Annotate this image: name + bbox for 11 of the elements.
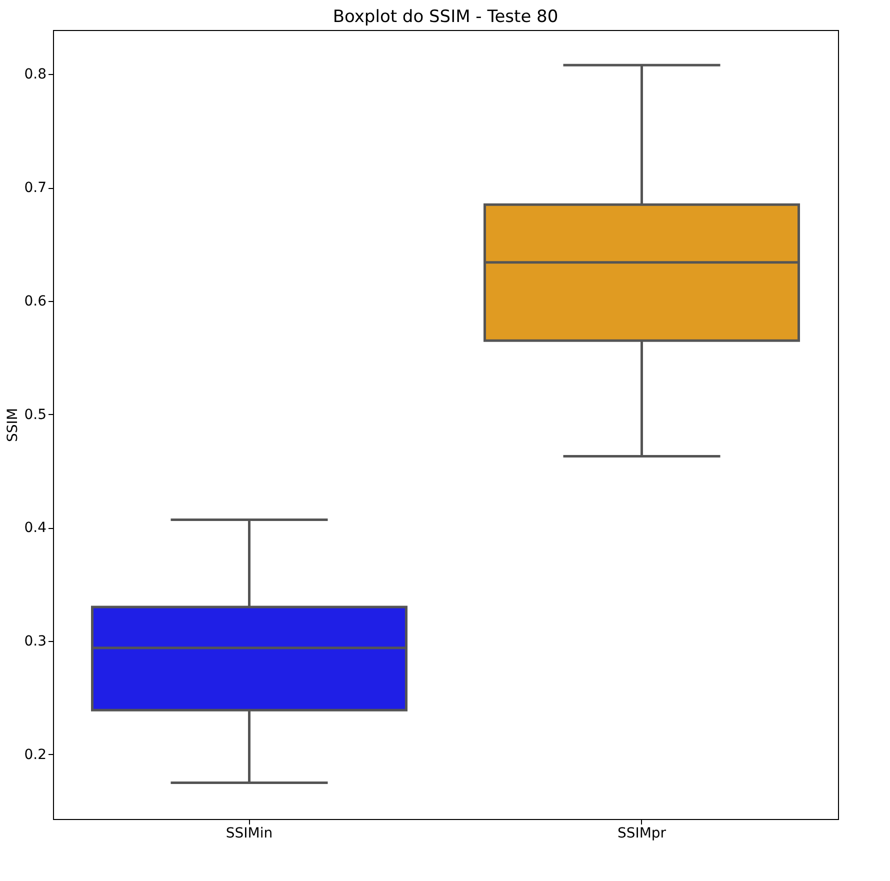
y-tick-label: 0.5 bbox=[24, 406, 46, 423]
y-axis-title: SSIM bbox=[5, 408, 22, 442]
y-tick-label: 0.6 bbox=[24, 293, 47, 310]
y-tick-label: 0.2 bbox=[24, 746, 46, 763]
x-tick-label: SSIMpr bbox=[617, 826, 666, 842]
chart-title: Boxplot do SSIM - Teste 80 bbox=[332, 7, 558, 27]
x-tick-label: SSIMin bbox=[226, 826, 273, 842]
y-tick-label: 0.4 bbox=[24, 520, 47, 536]
y-tick-label: 0.7 bbox=[24, 180, 46, 196]
y-tick-label: 0.8 bbox=[24, 66, 46, 83]
y-tick-label: 0.3 bbox=[24, 634, 46, 650]
